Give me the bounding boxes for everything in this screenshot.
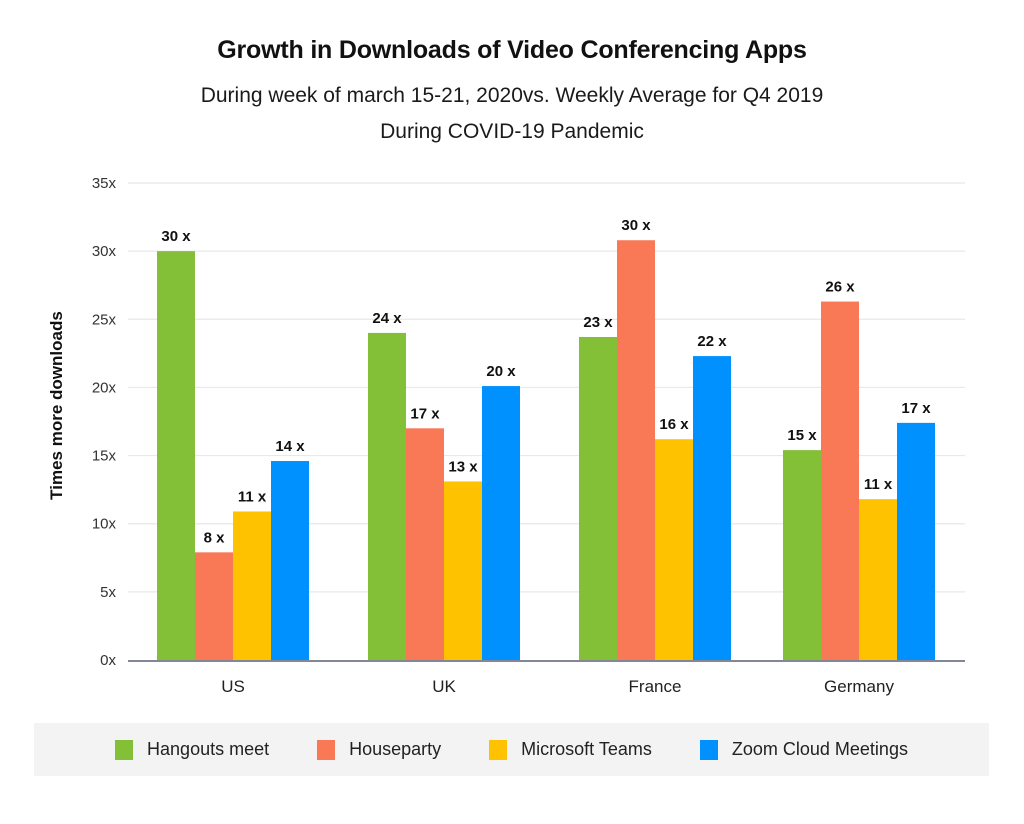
x-category-label: UK bbox=[432, 677, 456, 696]
chart-subtitle-line-2: During COVID-19 Pandemic bbox=[380, 120, 644, 143]
legend-item-houseparty: Houseparty bbox=[317, 739, 441, 760]
legend-label: Houseparty bbox=[349, 739, 442, 759]
bars bbox=[157, 240, 935, 661]
bar-houseparty-france bbox=[617, 240, 655, 661]
legend-item-microsoft-teams: Microsoft Teams bbox=[489, 739, 652, 760]
legend-item-zoom-cloud-meetings: Zoom Cloud Meetings bbox=[699, 739, 908, 760]
data-label: 11 x bbox=[864, 476, 893, 493]
y-axis-ticks: 0x 5x 10x 15x 20x 25x 30x 35x bbox=[92, 175, 117, 669]
bar-microsoft-teams-france bbox=[655, 439, 693, 660]
y-tick-label: 30x bbox=[92, 243, 117, 260]
y-tick-label: 35x bbox=[92, 175, 117, 192]
bar-zoom-cloud-meetings-france bbox=[693, 356, 731, 660]
data-label: 16 x bbox=[659, 416, 689, 433]
bar-houseparty-us bbox=[195, 552, 233, 660]
legend-swatch-zoom-cloud-meetings bbox=[699, 739, 718, 760]
bar-microsoft-teams-us bbox=[233, 511, 271, 660]
bar-microsoft-teams-uk bbox=[444, 481, 482, 660]
data-label: 17 x bbox=[901, 400, 931, 417]
y-tick-label: 0x bbox=[100, 652, 116, 669]
data-label: 30 x bbox=[161, 228, 191, 245]
bar-hangouts-meet-uk bbox=[368, 332, 406, 660]
data-label: 26 x bbox=[825, 279, 855, 296]
y-tick-label: 10x bbox=[92, 516, 117, 533]
chart-title: Growth in Downloads of Video Conferencin… bbox=[217, 36, 807, 64]
x-category-label: Germany bbox=[824, 677, 894, 696]
data-labels: 30 x 8 x 11 x 14 x 24 x 17 x 13 x 20 x 23 x 30 x 1… bbox=[161, 217, 931, 546]
data-label: 20 x bbox=[486, 363, 516, 380]
y-tick-label: 25x bbox=[92, 311, 117, 328]
legend-label: Hangouts meet bbox=[147, 739, 270, 759]
data-label: 30 x bbox=[621, 217, 651, 234]
data-label: 8 x bbox=[204, 529, 226, 546]
legend: Hangouts meet Houseparty Microsoft Teams… bbox=[34, 723, 989, 776]
chart-subtitle-line-1: During week of march 15-21, 2020vs. Week… bbox=[200, 84, 824, 107]
data-label: 23 x bbox=[583, 314, 613, 331]
bar-zoom-cloud-meetings-uk bbox=[482, 386, 520, 660]
bar-microsoft-teams-germany bbox=[859, 499, 897, 660]
bar-zoom-cloud-meetings-germany bbox=[897, 422, 935, 660]
bar-hangouts-meet-france bbox=[579, 337, 617, 660]
bar-houseparty-germany bbox=[821, 301, 859, 660]
y-tick-label: 15x bbox=[92, 448, 117, 465]
x-axis-categories: US UK France Germany bbox=[221, 677, 894, 696]
bar-hangouts-meet-germany bbox=[783, 450, 821, 660]
y-axis-label: Times more downloads bbox=[47, 311, 66, 500]
legend-swatch-hangouts-meet bbox=[115, 739, 134, 760]
data-label: 22 x bbox=[697, 333, 727, 350]
legend-label: Microsoft Teams bbox=[521, 739, 652, 759]
data-label: 24 x bbox=[372, 310, 402, 327]
data-label: 17 x bbox=[410, 405, 440, 422]
data-label: 13 x bbox=[448, 458, 478, 475]
y-tick-label: 5x bbox=[100, 584, 116, 601]
data-label: 11 x bbox=[238, 488, 267, 505]
x-category-label: France bbox=[629, 677, 682, 696]
bar-hangouts-meet-us bbox=[157, 251, 195, 660]
bar-zoom-cloud-meetings-us bbox=[271, 461, 309, 660]
y-tick-label: 20x bbox=[92, 379, 117, 396]
data-label: 15 x bbox=[787, 427, 817, 444]
bar-chart: 0x 5x 10x 15x 20x 25x 30x 35x Times more downlo… bbox=[47, 175, 965, 696]
legend-swatch-microsoft-teams bbox=[489, 739, 508, 760]
bar-houseparty-uk bbox=[406, 428, 444, 660]
legend-item-hangouts-meet: Hangouts meet bbox=[115, 739, 269, 760]
legend-label: Zoom Cloud Meetings bbox=[731, 739, 908, 759]
legend-swatch-houseparty bbox=[317, 739, 336, 760]
data-label: 14 x bbox=[275, 438, 305, 455]
x-category-label: US bbox=[221, 677, 245, 696]
